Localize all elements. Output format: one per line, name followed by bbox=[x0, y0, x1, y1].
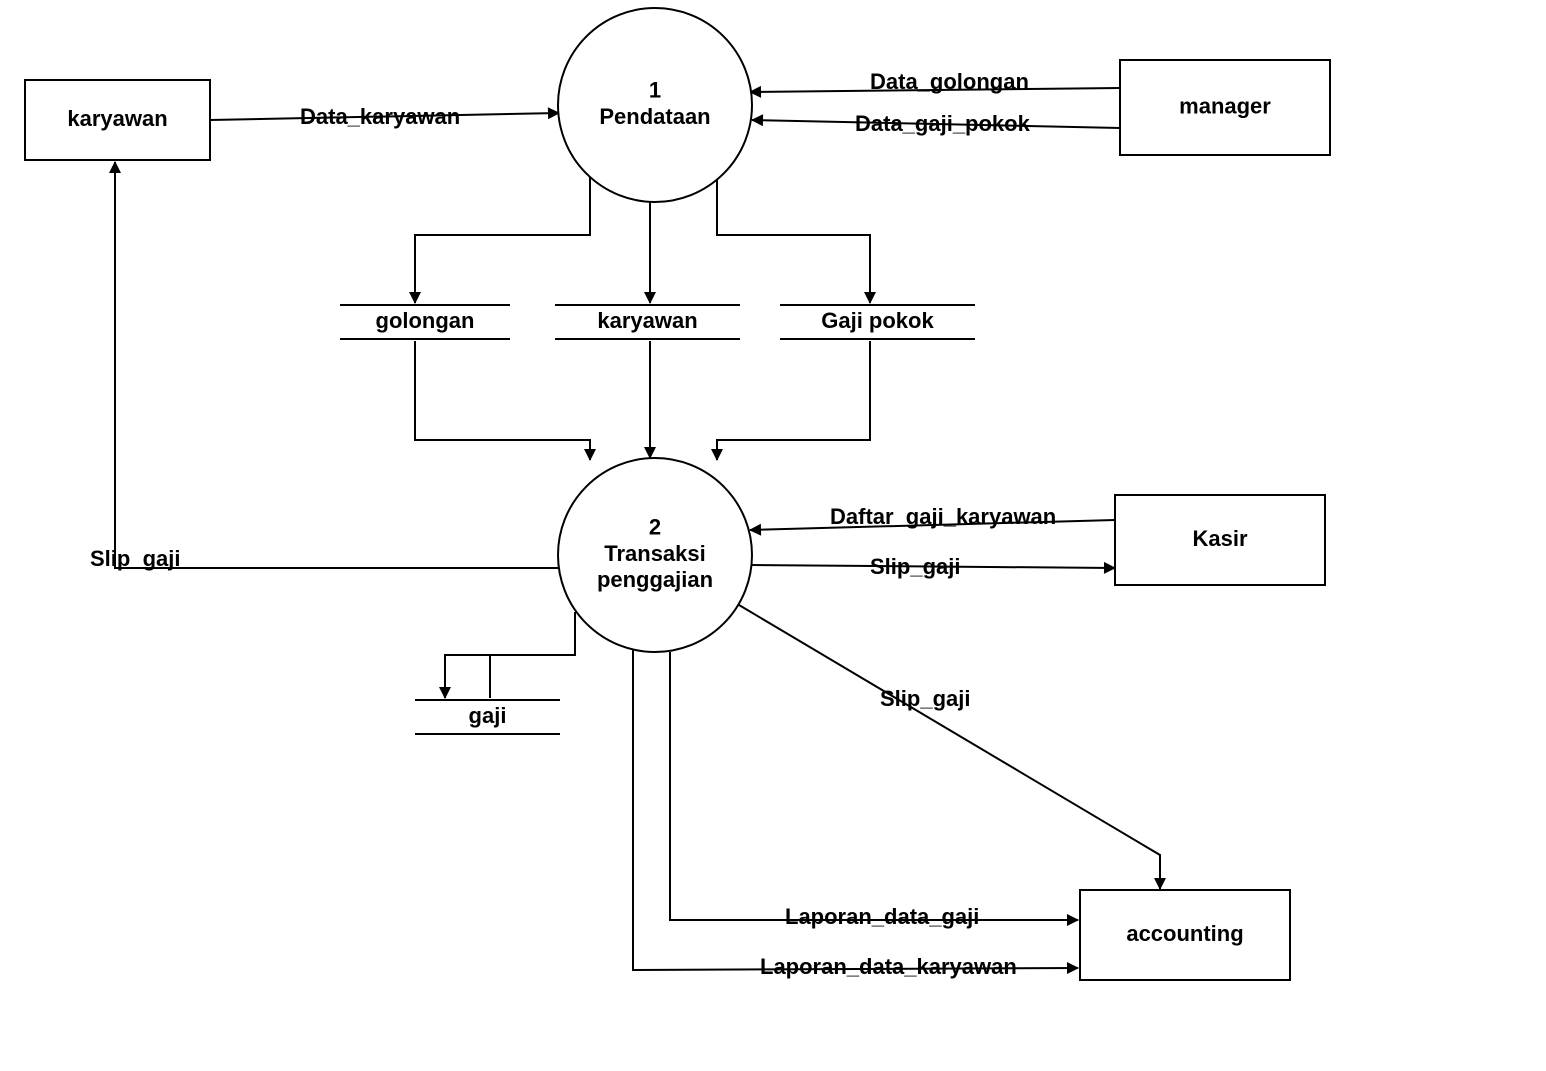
e-store-gaji-p2 bbox=[490, 655, 575, 698]
e-mgr-gajipokok-label: Data_gaji_pokok bbox=[855, 111, 1031, 136]
store-gaji-label: gaji bbox=[469, 703, 507, 728]
accounting-entity-label: accounting bbox=[1126, 921, 1243, 946]
kasir-entity-label: Kasir bbox=[1192, 526, 1247, 551]
e-store-golongan-p2 bbox=[415, 341, 590, 460]
e-store-gajipokok-p2 bbox=[717, 341, 870, 460]
dfd-canvas: Data_karyawan Data_golongan Data_gaji_poko… bbox=[0, 0, 1546, 1071]
e-p2-accounting-lapgaji bbox=[670, 652, 1078, 920]
karyawan-entity-label: karyawan bbox=[67, 106, 167, 131]
store-golongan-label: golongan bbox=[376, 308, 475, 333]
manager-entity-label: manager bbox=[1179, 93, 1271, 118]
e-mgr-golongan-label: Data_golongan bbox=[870, 69, 1029, 94]
process-2-title-1: penggajian bbox=[597, 567, 713, 592]
e-karyawan-p1-label: Data_karyawan bbox=[300, 104, 460, 129]
process-2-title-0: Transaksi bbox=[604, 541, 706, 566]
e-p2-kasir-slip-label: Slip_gaji bbox=[870, 554, 960, 579]
e-p2-karyawan-slip-label: Slip_gaji bbox=[90, 546, 180, 571]
process-2-number: 2 bbox=[649, 514, 661, 539]
store-gajipokok-label: Gaji pokok bbox=[821, 308, 934, 333]
process-1-number: 1 bbox=[649, 78, 661, 103]
e-p2-accounting-slip bbox=[739, 605, 1160, 889]
e-p2-accounting-lapgaji-label: Laporan_data_gaji bbox=[785, 904, 979, 929]
e-p1-store-gajipokok bbox=[717, 177, 870, 303]
e-p2-accounting-lapkaryawan-label: Laporan_data_karyawan bbox=[760, 954, 1017, 979]
process-1-title-0: Pendataan bbox=[599, 104, 710, 129]
e-kasir-p2-label: Daftar_gaji_karyawan bbox=[830, 504, 1056, 529]
e-p1-store-golongan bbox=[415, 177, 590, 303]
e-p2-karyawan-slip bbox=[115, 162, 558, 568]
e-p2-accounting-slip-label: Slip_gaji bbox=[880, 686, 970, 711]
store-karyawan-label: karyawan bbox=[597, 308, 697, 333]
